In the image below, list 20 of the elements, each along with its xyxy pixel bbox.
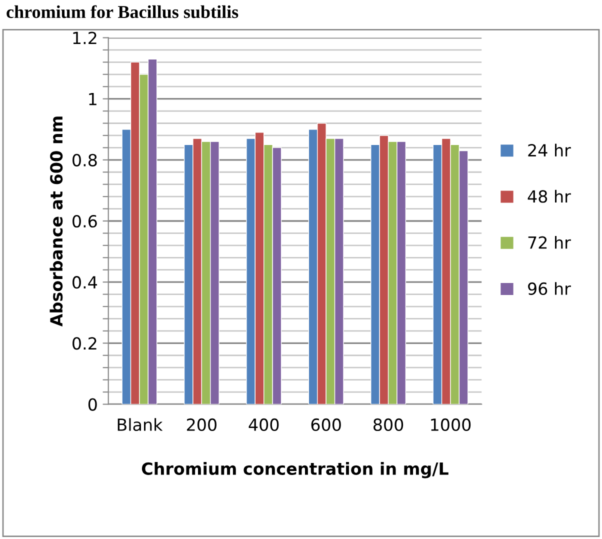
x-tick-label: 200	[186, 418, 216, 432]
legend-label: 48 hr	[528, 190, 571, 203]
y-tick-label: 1	[89, 93, 96, 106]
legend-label: 96 hr	[528, 282, 571, 296]
chart-title: chromium for Bacillus subtilis	[6, 5, 238, 18]
y-tick-label: 1.2	[73, 32, 96, 44]
y-tick-label: 0.6	[72, 214, 97, 228]
x-tick-label: 800	[374, 418, 404, 432]
y-tick-label: 0.4	[72, 276, 98, 289]
x-tick-label: 400	[248, 418, 279, 432]
y-tick-label: 0	[88, 398, 97, 411]
legend-label: 24 hr	[528, 144, 571, 156]
x-tick-label: Blank	[118, 418, 163, 432]
y-axis-title: Absorbance at 600 nm	[50, 116, 63, 327]
x-tick-label: 600	[311, 418, 341, 432]
y-tick-label: 0.2	[72, 337, 96, 350]
legend-label: 72 hr	[528, 236, 571, 249]
x-tick-label: 1000	[431, 418, 471, 432]
x-axis-title: Chromium concentration in mg/L	[142, 462, 448, 478]
y-tick-label: 0.8	[72, 154, 97, 166]
